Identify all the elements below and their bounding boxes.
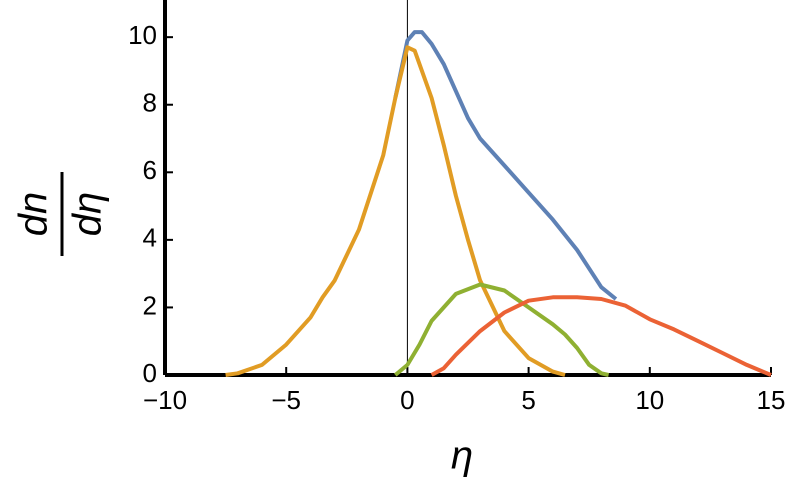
y-label-denominator: dη [66,192,110,236]
series-line [225,45,566,377]
y-tick-label: 8 [143,88,157,118]
y-tick-label: 0 [143,358,157,388]
y-axis-label: dn dη [12,172,110,256]
y-label-numerator: dn [12,192,56,237]
series-line [430,295,772,377]
x-tick-label: 15 [757,385,786,415]
y-tick-label: 4 [143,223,157,253]
y-tick-label: 6 [143,155,157,185]
x-tick-label: 5 [521,385,535,415]
x-tick-label: −5 [271,385,301,415]
x-axis-label: η [451,434,473,478]
series-line [393,30,618,301]
x-tick-label: −10 [143,385,187,415]
x-tick-label: 10 [635,385,664,415]
x-tick-label: 0 [400,385,414,415]
y-tick-label: 2 [143,290,157,320]
y-tick-label: 10 [128,20,157,50]
series-line [394,282,610,377]
